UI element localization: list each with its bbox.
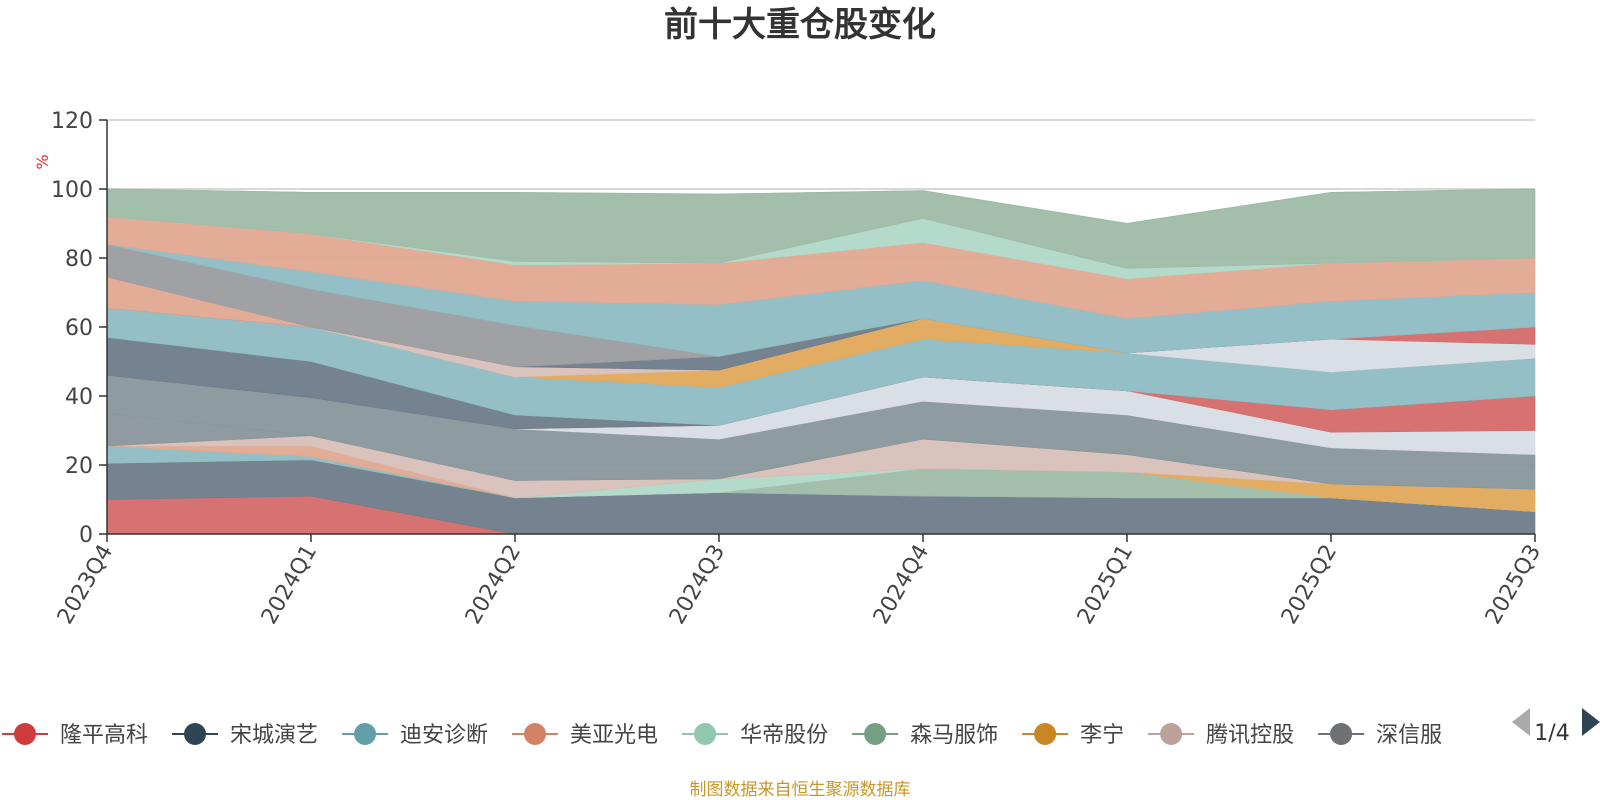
legend-marker-icon [1330,723,1353,745]
legend-item[interactable]: 华帝股份 [682,723,828,748]
legend-marker-icon [1034,723,1057,745]
x-tick-label: 2025Q1 [1073,541,1138,629]
x-tick-label: 2023Q4 [53,541,118,629]
legend-label: 宋城演艺 [230,723,318,748]
stack-top-line [106,188,1536,225]
chart-title: 前十大重仓股变化 [664,5,936,45]
legend-item[interactable]: 迪安诊断 [342,723,488,748]
y-tick-label: 100 [51,178,93,203]
pager-next-icon[interactable] [1582,708,1600,736]
legend-item[interactable]: 深信服 [1318,723,1442,748]
y-tick-label: 0 [79,523,93,548]
legend-item[interactable]: 腾讯控股 [1148,723,1294,748]
legend-marker-icon [184,723,207,745]
legend-label: 华帝股份 [740,723,828,748]
x-tick-label: 2025Q2 [1277,541,1342,629]
legend-label: 李宁 [1080,723,1124,748]
y-axis-unit: % [33,154,52,169]
legend-item[interactable]: 隆平高科 [2,723,148,748]
legend-marker-icon [694,723,717,745]
pager-prev-icon[interactable] [1512,708,1530,736]
legend-marker-icon [864,723,887,745]
legend-label: 森马服饰 [910,723,998,748]
legend-pager[interactable]: 1/4 [1512,708,1600,746]
data-source-note: 制图数据来自恒生聚源数据库 [690,780,911,800]
pager-label: 1/4 [1534,721,1569,746]
y-tick-label: 20 [65,454,93,479]
y-tick-label: 120 [51,109,93,134]
y-tick-label: 40 [65,385,93,410]
legend-item[interactable]: 森马服饰 [852,723,998,748]
legend-label: 隆平高科 [60,723,148,748]
legend-label: 美亚光电 [570,723,658,748]
y-tick-label: 60 [65,316,93,341]
stacked-areas [106,188,1536,535]
x-tick-label: 2024Q1 [257,541,322,629]
x-tick-label: 2024Q4 [869,541,934,629]
legend-item[interactable]: 李宁 [1022,723,1124,748]
x-tick-label: 2024Q2 [461,541,526,629]
legend-label: 迪安诊断 [400,723,488,748]
x-tick-label: 2025Q3 [1481,541,1546,629]
legend-marker-icon [1160,723,1183,745]
legend-marker-icon [524,723,547,745]
x-tick-label: 2024Q3 [665,541,730,629]
legend-item[interactable]: 宋城演艺 [172,723,318,748]
legend-marker-icon [14,723,36,745]
legend: 隆平高科 宋城演艺 迪安诊断 美亚光电 华帝股份 森马服饰 李宁 腾讯控股 深信服 [2,723,1442,748]
y-tick-label: 80 [65,247,93,272]
legend-marker-icon [354,723,377,745]
legend-label: 腾讯控股 [1206,723,1294,748]
legend-item[interactable]: 美亚光电 [512,723,658,748]
legend-label: 深信服 [1376,723,1442,748]
